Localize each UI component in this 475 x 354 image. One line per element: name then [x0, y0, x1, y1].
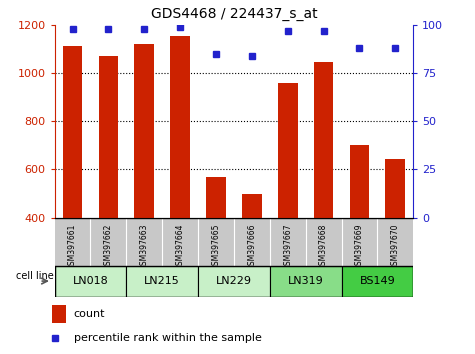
Bar [170, 36, 190, 218]
Bar [98, 56, 118, 218]
Bar [51, 305, 66, 323]
Text: percentile rank within the sample: percentile rank within the sample [74, 333, 262, 343]
Bar [342, 266, 413, 297]
Text: GSM397666: GSM397666 [247, 223, 257, 270]
Text: GSM397664: GSM397664 [176, 223, 185, 270]
Text: BS149: BS149 [360, 276, 395, 286]
Bar [55, 266, 126, 297]
Bar [63, 46, 83, 218]
Text: cell line: cell line [16, 272, 54, 281]
Text: GSM397669: GSM397669 [355, 223, 364, 270]
Text: GSM397665: GSM397665 [211, 223, 220, 270]
Bar [206, 177, 226, 218]
Bar [126, 266, 198, 297]
Bar [350, 145, 370, 218]
Bar [314, 62, 333, 218]
Bar [385, 159, 405, 218]
Text: LN018: LN018 [73, 276, 108, 286]
Text: GSM397667: GSM397667 [283, 223, 292, 270]
Text: GSM397663: GSM397663 [140, 223, 149, 270]
Text: LN215: LN215 [144, 276, 180, 286]
Text: GSM397662: GSM397662 [104, 223, 113, 270]
Text: GSM397668: GSM397668 [319, 223, 328, 270]
Text: LN229: LN229 [216, 276, 252, 286]
Bar [278, 82, 298, 218]
Bar [198, 266, 270, 297]
Bar [134, 44, 154, 218]
Text: GSM397670: GSM397670 [391, 223, 400, 270]
Text: GSM397661: GSM397661 [68, 223, 77, 270]
Text: LN319: LN319 [288, 276, 323, 286]
Bar [270, 266, 342, 297]
Title: GDS4468 / 224437_s_at: GDS4468 / 224437_s_at [151, 7, 317, 21]
Text: count: count [74, 309, 105, 319]
Bar [242, 194, 262, 218]
